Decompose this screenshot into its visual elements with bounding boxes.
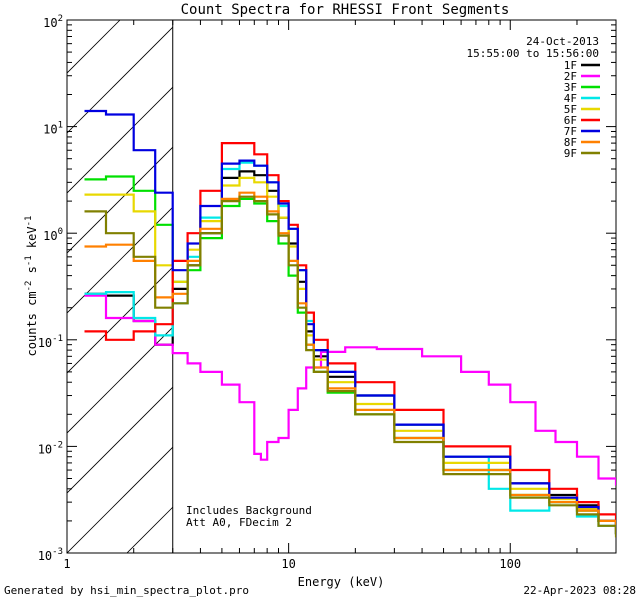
hatch-line: [0, 0, 127, 553]
y-tick-label-1e-1: 10-1: [38, 334, 63, 350]
axis-ticks: [66, 19, 617, 554]
legend-label-6F: 6F: [564, 114, 577, 127]
legend-time-range: 15:55:00 to 15:56:00: [467, 47, 599, 60]
series-line-3F: [84, 175, 616, 535]
series-line-5F: [84, 176, 616, 535]
x-tick-label-1: 1: [63, 557, 70, 571]
y-tick-label-1e-2: 10-2: [38, 440, 63, 456]
legend-label-1F: 1F: [564, 59, 577, 72]
plot-frame: [66, 19, 617, 554]
y-tick-label-1e-3: 10-3: [38, 547, 63, 563]
legend-label-7F: 7F: [564, 125, 577, 138]
y-tick-label-1e0: 100: [43, 227, 63, 243]
x-axis-label: Energy (keV): [298, 575, 385, 589]
hatch-line: [67, 146, 173, 254]
hatch-line: [67, 266, 173, 374]
y-tick-label-1e1: 101: [43, 121, 63, 137]
x-tick-label-100: 100: [499, 557, 521, 571]
series-line-9F: [84, 195, 616, 538]
hatch-line: [67, 86, 173, 194]
y-axis-label: counts cm-2 s-1 keV-1: [24, 216, 39, 357]
y-tick-label-1e2: 102: [43, 14, 63, 30]
hatch-line: [67, 20, 121, 74]
legend-label-2F: 2F: [564, 70, 577, 83]
annotation-attenuator: Att A0, FDecim 2: [186, 516, 292, 529]
footer-generated-by: Generated by hsi_min_spectra_plot.pro: [4, 584, 249, 597]
legend-label-3F: 3F: [564, 81, 577, 94]
hatch-line: [67, 386, 173, 494]
series-line-4F: [84, 161, 616, 535]
hatch-line: [67, 26, 173, 134]
chart-title: Count Spectra for RHESSI Front Segments: [181, 2, 510, 18]
y-tick-labels: 102 101 100 10-1 10-2 10-3: [38, 14, 63, 563]
x-tick-label-10: 10: [281, 557, 295, 571]
legend-label-9F: 9F: [564, 147, 577, 160]
hatch-line: [67, 206, 173, 314]
legend-label-8F: 8F: [564, 136, 577, 149]
legend: 1F 2F 3F 4F 5F 6F 7F 8F 9F: [564, 59, 600, 160]
legend-label-4F: 4F: [564, 92, 577, 105]
hatch-lines: [0, 0, 640, 553]
hatch-line: [547, 0, 640, 553]
legend-label-5F: 5F: [564, 103, 577, 116]
series-lines: [84, 109, 616, 538]
legend-date: 24-Oct-2013: [526, 35, 599, 48]
footer-timestamp: 22-Apr-2023 08:28: [523, 584, 636, 597]
series-line-6F: [84, 142, 616, 529]
hatch-line: [67, 446, 173, 553]
annotation-background: Includes Background: [186, 504, 312, 517]
series-line-2F: [84, 294, 616, 486]
